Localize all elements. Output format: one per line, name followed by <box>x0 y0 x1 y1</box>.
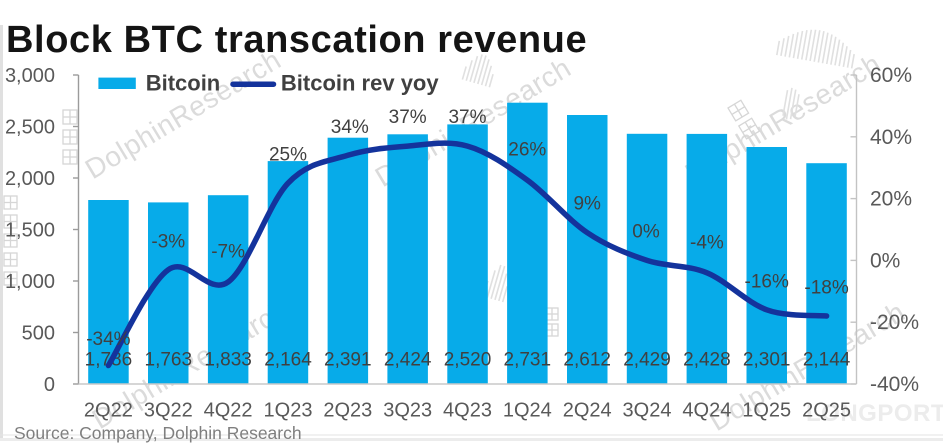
svg-text:9%: 9% <box>573 194 601 215</box>
svg-text:2,000: 2,000 <box>5 168 55 190</box>
svg-text:-4%: -4% <box>690 233 724 254</box>
svg-text:-20%: -20% <box>870 311 919 334</box>
svg-text:0%: 0% <box>870 249 900 272</box>
svg-text:2Q23: 2Q23 <box>323 400 372 422</box>
svg-text:-18%: -18% <box>804 278 848 299</box>
svg-text:4Q23: 4Q23 <box>443 400 492 422</box>
svg-text:2,391: 2,391 <box>324 350 372 371</box>
svg-text:1Q25: 1Q25 <box>742 400 791 422</box>
svg-text:1,786: 1,786 <box>85 350 133 371</box>
svg-text:2Q25: 2Q25 <box>802 400 851 422</box>
svg-text:2,731: 2,731 <box>504 350 552 371</box>
svg-text:1,763: 1,763 <box>145 350 193 371</box>
svg-text:20%: 20% <box>870 188 912 211</box>
svg-text:4Q22: 4Q22 <box>204 400 253 422</box>
svg-text:1Q23: 1Q23 <box>264 400 313 422</box>
svg-text:25%: 25% <box>269 144 307 165</box>
svg-text:1,500: 1,500 <box>5 220 55 242</box>
svg-text:-7%: -7% <box>211 242 245 263</box>
svg-text:3Q22: 3Q22 <box>144 400 193 422</box>
svg-text:Bitcoin rev yoy: Bitcoin rev yoy <box>281 70 439 95</box>
svg-text:37%: 37% <box>389 107 427 128</box>
svg-text:0: 0 <box>44 374 55 396</box>
svg-text:1Q24: 1Q24 <box>503 400 552 422</box>
svg-text:2,424: 2,424 <box>384 350 432 371</box>
svg-text:37%: 37% <box>448 107 486 128</box>
svg-text:2Q22: 2Q22 <box>84 400 133 422</box>
svg-text:0%: 0% <box>632 222 660 243</box>
svg-text:2,429: 2,429 <box>623 350 671 371</box>
svg-text:2,612: 2,612 <box>563 350 611 371</box>
svg-text:3Q24: 3Q24 <box>623 400 672 422</box>
svg-text:3,000: 3,000 <box>5 65 55 87</box>
svg-text:2,301: 2,301 <box>743 350 791 371</box>
svg-text:Bitcoin: Bitcoin <box>146 70 221 95</box>
svg-text:-3%: -3% <box>151 232 185 253</box>
svg-text:3Q23: 3Q23 <box>383 400 432 422</box>
svg-text:2Q24: 2Q24 <box>563 400 612 422</box>
svg-text:1,000: 1,000 <box>5 271 55 293</box>
svg-text:26%: 26% <box>508 140 546 161</box>
svg-text:2,144: 2,144 <box>803 350 851 371</box>
svg-text:2,428: 2,428 <box>683 350 731 371</box>
svg-text:2,520: 2,520 <box>444 350 492 371</box>
svg-text:500: 500 <box>22 323 55 345</box>
svg-text:2,500: 2,500 <box>5 117 55 139</box>
svg-text:60%: 60% <box>870 64 912 87</box>
svg-text:-16%: -16% <box>745 272 789 293</box>
svg-text:-34%: -34% <box>86 329 130 350</box>
svg-text:4Q24: 4Q24 <box>682 400 731 422</box>
svg-text:2,164: 2,164 <box>264 350 312 371</box>
svg-text:40%: 40% <box>870 126 912 149</box>
svg-text:-40%: -40% <box>870 373 919 396</box>
svg-text:34%: 34% <box>331 117 369 138</box>
svg-text:1,833: 1,833 <box>204 350 252 371</box>
